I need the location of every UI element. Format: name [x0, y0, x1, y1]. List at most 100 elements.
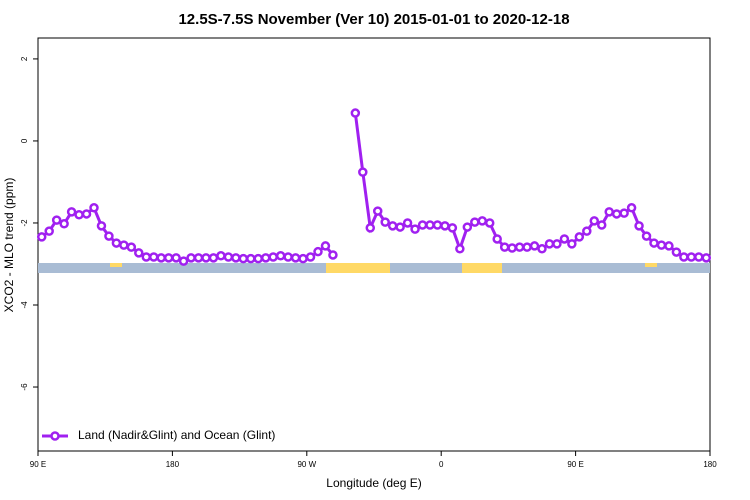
land-ocean-strip [38, 263, 710, 273]
data-point [246, 253, 256, 264]
y-tick-label: 2 [20, 56, 29, 61]
land-band [645, 263, 657, 267]
data-point [686, 252, 697, 262]
data-point [208, 253, 219, 263]
data-point [358, 167, 368, 177]
data-point [455, 244, 465, 254]
y-tick-label: 0 [20, 138, 29, 143]
data-point [223, 252, 234, 262]
data-point [253, 253, 264, 264]
data-point [126, 242, 137, 252]
data-point [59, 219, 69, 229]
data-point [544, 239, 555, 249]
plot-frame [37, 37, 711, 452]
data-point [111, 238, 122, 248]
data-point [462, 222, 473, 232]
data-point [499, 242, 510, 252]
data-point [350, 108, 361, 118]
data-point [417, 220, 428, 230]
data-point [440, 221, 450, 231]
data-point [522, 242, 532, 252]
data-point [171, 253, 181, 263]
data-point [537, 244, 547, 254]
data-point [582, 226, 592, 236]
data-point [134, 248, 144, 258]
x-tick-label: 180 [166, 460, 180, 469]
y-axis-label: XCO2 - MLO trend (ppm) [2, 178, 16, 313]
data-point [148, 252, 159, 262]
data-point [529, 241, 540, 251]
data-point [201, 253, 211, 263]
legend-marker [50, 431, 60, 441]
data-point [81, 209, 92, 219]
data-point [193, 253, 204, 263]
y-tick-label: -2 [20, 219, 29, 227]
data-point [701, 253, 712, 263]
data-point [260, 253, 271, 263]
data-point [178, 256, 189, 266]
x-tick-label: 90 E [30, 460, 46, 469]
data-point [589, 216, 600, 226]
data-point [231, 253, 241, 263]
data-point [365, 223, 376, 233]
data-point [604, 207, 614, 217]
data-point [305, 252, 316, 262]
data-point [313, 246, 323, 257]
data-point [51, 215, 62, 225]
y-tick-label: -4 [20, 301, 29, 309]
x-tick-label: 0 [439, 460, 444, 469]
data-point [641, 231, 652, 241]
data-point [634, 221, 644, 231]
data-point [186, 253, 196, 263]
data-point [656, 240, 667, 250]
x-axis-label: Longitude (deg E) [326, 476, 421, 490]
land-band [462, 263, 502, 273]
data-point [328, 250, 338, 260]
y-tick-label: -6 [20, 383, 29, 391]
data-point [507, 243, 517, 253]
data-point [268, 252, 278, 262]
data-point [626, 203, 637, 213]
data-point [298, 253, 308, 264]
land-band [326, 263, 390, 273]
land-band [110, 263, 122, 267]
data-point [679, 252, 689, 262]
chart-title: 12.5S-7.5S November (Ver 10) 2015-01-01 … [178, 11, 569, 28]
data-point [492, 234, 502, 244]
data-point [283, 252, 293, 262]
data-point [619, 208, 629, 218]
data-point [402, 218, 413, 228]
data-point [320, 241, 331, 251]
data-point [596, 220, 607, 230]
data-point [664, 241, 674, 251]
data-point [552, 239, 562, 249]
data-point [432, 220, 443, 230]
x-tick-label: 90 W [297, 460, 316, 469]
data-point [89, 203, 99, 213]
data-point [559, 234, 570, 244]
data-point [477, 216, 488, 226]
data-point [290, 253, 301, 263]
data-point [74, 210, 84, 220]
x-tick-label: 180 [703, 460, 717, 469]
data-point [163, 253, 174, 263]
data-point [611, 209, 622, 219]
data-point [574, 232, 585, 242]
data-point [649, 238, 659, 248]
data-point [387, 221, 398, 231]
data-point [694, 252, 704, 262]
data-point [372, 206, 383, 216]
data-point [275, 251, 286, 261]
series-line [40, 112, 707, 263]
data-point [238, 253, 249, 264]
data-point [484, 218, 495, 228]
data-point [395, 222, 405, 232]
legend-label: Land (Nadir&Glint) and Ocean (Glint) [78, 428, 275, 442]
data-point [425, 220, 435, 230]
data-point [671, 247, 682, 257]
data-point [380, 217, 390, 227]
data-point [216, 251, 226, 261]
data-point [470, 217, 480, 227]
data-point [567, 239, 577, 249]
